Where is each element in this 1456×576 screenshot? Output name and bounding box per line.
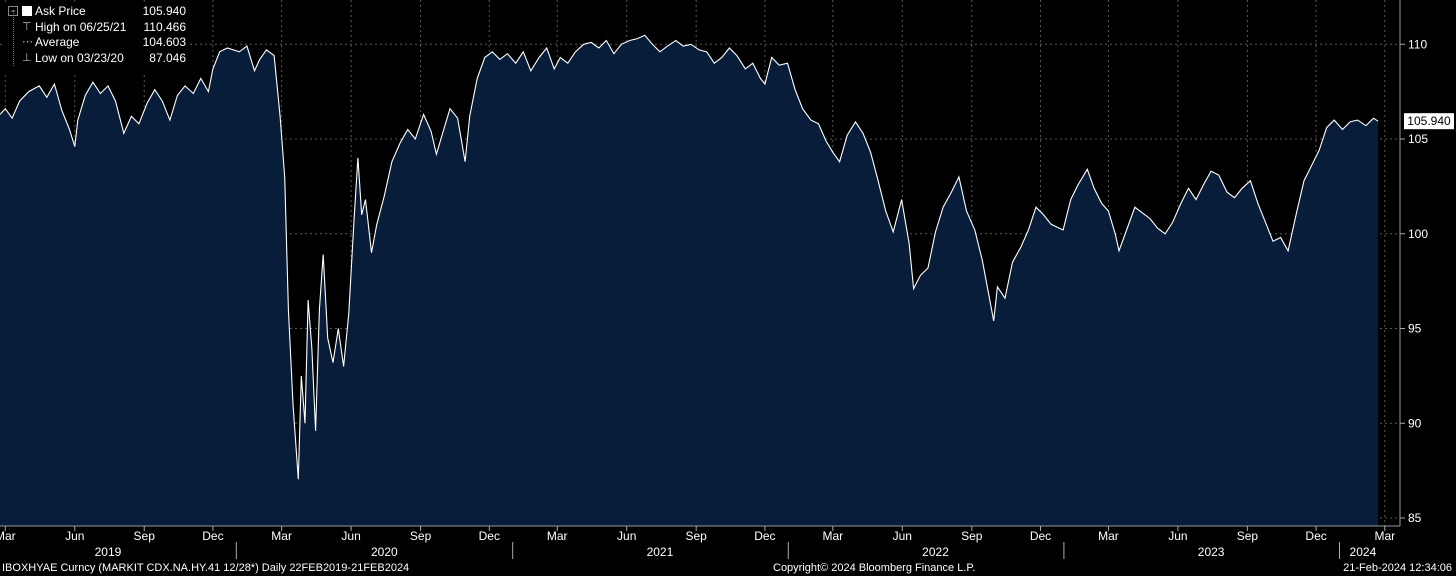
footer-timestamp: 21-Feb-2024 12:34:06 xyxy=(1343,562,1452,574)
footer-ticker-info: IBOXHYAE Curncy (MARKIT CDX.NA.HY.41 12/… xyxy=(2,562,410,574)
legend-ask-label: Ask Price xyxy=(35,4,86,18)
year-label: 2024 xyxy=(1350,545,1377,559)
x-tick-label: Sep xyxy=(410,529,432,543)
year-label: 2021 xyxy=(647,545,674,559)
x-tick-label: Mar xyxy=(547,529,568,543)
price-line xyxy=(0,34,1379,480)
x-tick-label: Sep xyxy=(134,529,156,543)
x-tick-label: Dec xyxy=(202,529,223,543)
last-price-tag: 105.940 xyxy=(1404,113,1454,130)
legend-average-label: Average xyxy=(35,35,80,49)
legend-low-label: Low on 03/23/20 xyxy=(35,50,124,65)
y-tick-label: 100 xyxy=(1408,227,1428,241)
x-tick-label: Dec xyxy=(1030,529,1051,543)
legend-row-high: ⊤ High on 06/25/21 110.466 xyxy=(4,20,190,36)
x-tick-label: Dec xyxy=(754,529,775,543)
low-marker-icon: ⊥ xyxy=(22,51,32,64)
x-tick-label: Jun xyxy=(617,529,636,543)
x-tick-label: Dec xyxy=(479,529,500,543)
legend-row-low: ⊥ Low on 03/23/20 87.046 xyxy=(4,51,190,67)
year-label: 2020 xyxy=(371,545,398,559)
high-marker-icon: ⊤ xyxy=(22,20,32,33)
legend-row-ask: − Ask Price 105.940 xyxy=(4,4,190,20)
x-tick-label: Jun xyxy=(341,529,360,543)
collapse-icon[interactable]: − xyxy=(8,6,18,16)
legend-high-label: High on 06/25/21 xyxy=(35,19,127,34)
x-tick-label: Mar xyxy=(0,529,16,543)
price-area xyxy=(0,35,1378,527)
legend-high-value: 110.466 xyxy=(143,19,187,34)
y-tick-label: 110 xyxy=(1408,37,1427,51)
year-label: 2023 xyxy=(1198,545,1225,559)
last-price-tag-box xyxy=(1404,113,1454,130)
x-tick-label: Mar xyxy=(271,529,292,543)
footer-bar: IBOXHYAE Curncy (MARKIT CDX.NA.HY.41 12/… xyxy=(0,561,1456,576)
legend-low-value: 87.046 xyxy=(149,50,186,65)
x-tick-label: Mar xyxy=(1374,529,1395,543)
year-label: 2019 xyxy=(95,545,122,559)
x-tick-label: Jun xyxy=(1168,529,1187,543)
year-label: 2022 xyxy=(922,545,949,559)
average-marker-icon: ⋯ xyxy=(22,36,33,48)
y-tick-label: 90 xyxy=(1408,416,1422,430)
x-tick-label: Sep xyxy=(685,529,707,543)
year-labels: 2019 2020 2021 2022 2023 2024 xyxy=(95,542,1377,559)
series-color-icon xyxy=(22,6,32,16)
x-tick-label: Sep xyxy=(1237,529,1259,543)
x-tick-label: Jun xyxy=(893,529,912,543)
legend-ask-value: 105.940 xyxy=(142,4,186,18)
legend-tree-line xyxy=(13,10,15,66)
y-tick-label: 95 xyxy=(1408,322,1422,336)
x-tick-label: Dec xyxy=(1305,529,1326,543)
x-tick-label: Mar xyxy=(1098,529,1119,543)
last-price-tag-text: 105.940 xyxy=(1407,114,1451,128)
legend: − Ask Price 105.940 ⊤ High on 06/25/21 1… xyxy=(4,4,190,74)
footer-copyright: Copyright© 2024 Bloomberg Finance L.P. xyxy=(773,562,976,574)
y-tick-label: 105 xyxy=(1408,132,1428,146)
legend-row-average: ⋯ Average 104.603 xyxy=(4,35,190,51)
x-tick-label: Jun xyxy=(65,529,84,543)
y-axis-ticks: 85 90 95 100 105 110 xyxy=(1400,37,1428,525)
y-tick-label: 85 xyxy=(1408,511,1422,525)
x-tick-label: Mar xyxy=(823,529,844,543)
x-axis-ticks: Mar Jun Sep Dec Mar Jun Sep Dec Mar Jun Sep Dec Mar J… xyxy=(0,526,1395,543)
legend-average-value: 104.603 xyxy=(142,35,186,49)
x-tick-label: Sep xyxy=(961,529,983,543)
